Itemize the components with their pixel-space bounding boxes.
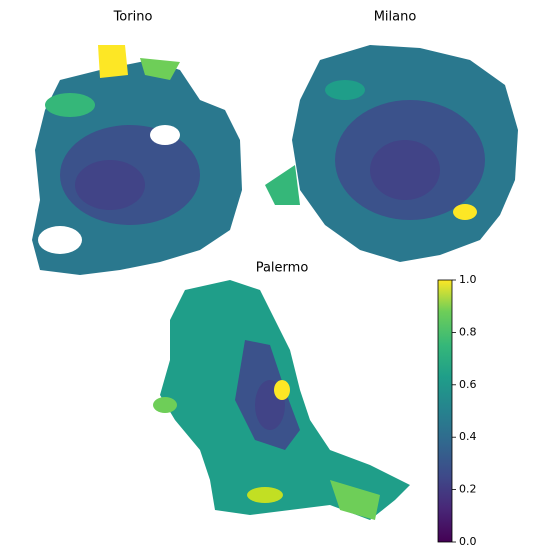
tick-label: 0.8 [459, 325, 477, 338]
tick-label: 0.4 [459, 430, 477, 443]
torino-map [32, 45, 242, 275]
panel-title: Palermo [256, 261, 309, 276]
milano-map [265, 45, 518, 262]
panel-title: Milano [374, 10, 417, 25]
tick-label: 0.2 [459, 483, 477, 496]
panel-title: Torino [113, 10, 153, 25]
tick-label: 0.6 [459, 378, 477, 391]
tick-label: 0.0 [459, 535, 477, 548]
tick-label: 1.0 [459, 273, 477, 286]
palermo-map [153, 280, 410, 520]
colorbar [437, 279, 453, 543]
